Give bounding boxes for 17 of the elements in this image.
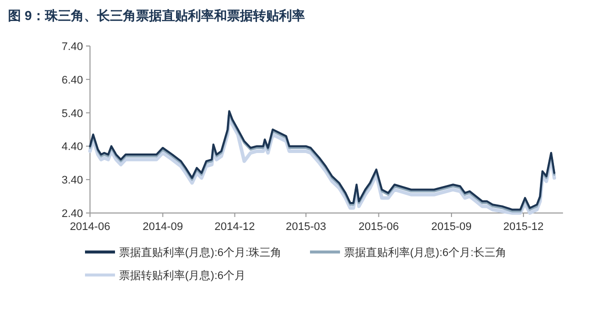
title: 图 9：珠三角、长三角票据直贴利率和票据转贴利率 [8, 8, 305, 23]
y-tick-label: 6.40 [62, 74, 83, 86]
x-tick-label: 2014-09 [142, 221, 183, 233]
legend-label: 票据直贴利率(月息):6个月:珠三角 [119, 246, 282, 259]
y-tick-label: 5.40 [62, 108, 83, 120]
y-tick-label: 7.40 [62, 41, 83, 53]
y-tick-label: 4.40 [62, 141, 83, 154]
x-tick-label: 2014-06 [70, 221, 110, 233]
legend-label: 票据直贴利率(月息):6个月:长三角 [344, 246, 507, 259]
x-tick-label: 2015-09 [431, 221, 472, 233]
x-tick-label: 2014-12 [214, 221, 255, 233]
x-tick-label: 2015-06 [358, 221, 399, 233]
x-tick-label: 2015-03 [286, 221, 326, 233]
legend-label: 票据转贴利率(月息):6个月 [119, 269, 246, 282]
y-tick-label: 2.40 [62, 208, 83, 220]
y-tick-label: 3.40 [62, 174, 83, 187]
x-tick-label: 2015-12 [503, 221, 544, 233]
